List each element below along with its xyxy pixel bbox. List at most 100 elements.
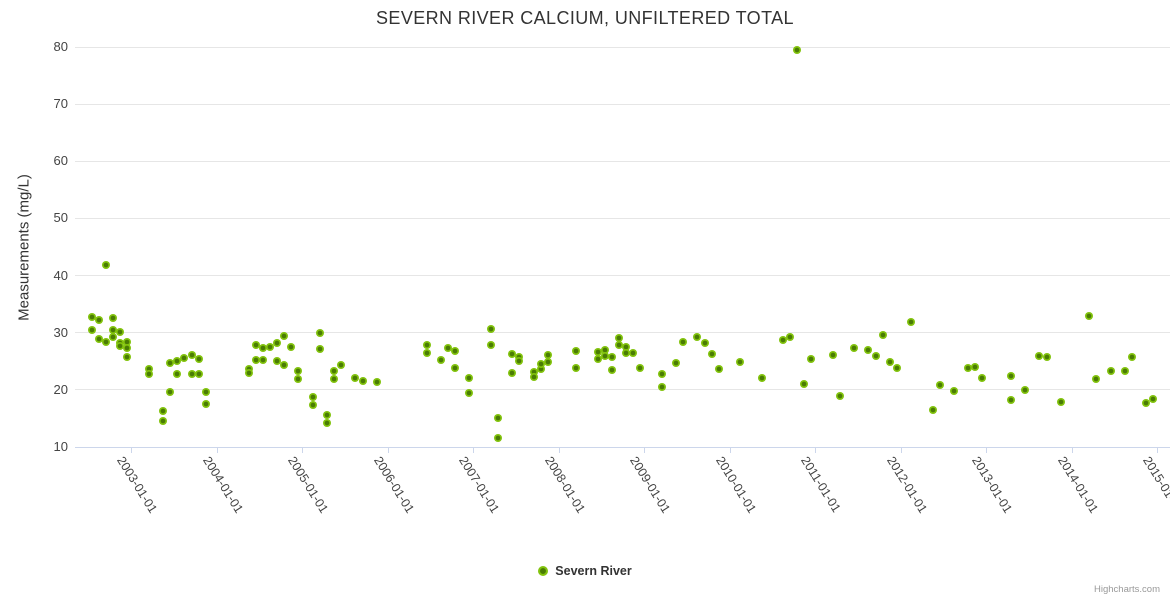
data-point[interactable] [308,392,317,401]
data-point[interactable] [978,373,987,382]
legend-item-severn-river[interactable]: Severn River [0,560,1170,582]
highcharts-credit-link[interactable]: Highcharts.com [1094,584,1160,595]
data-point[interactable] [358,376,367,385]
data-point[interactable] [1149,395,1158,403]
data-point[interactable] [102,260,111,269]
data-point[interactable] [322,411,331,419]
data-point[interactable] [679,337,688,346]
data-point[interactable] [109,326,118,335]
data-point[interactable] [593,355,602,363]
data-point[interactable] [793,45,802,54]
data-point[interactable] [166,359,175,367]
data-point[interactable] [308,400,317,409]
data-point[interactable] [807,355,816,363]
data-point[interactable] [885,357,894,366]
data-point[interactable] [493,433,502,442]
data-point[interactable] [116,342,125,351]
data-point[interactable] [251,355,260,364]
data-point[interactable] [1042,352,1051,361]
data-point[interactable] [87,326,96,335]
data-point[interactable] [693,332,702,341]
data-point[interactable] [337,360,346,369]
data-point[interactable] [1006,371,1015,380]
data-point[interactable] [166,388,175,397]
data-point[interactable] [572,363,581,372]
data-point[interactable] [786,333,795,342]
data-point[interactable] [835,392,844,401]
data-point[interactable] [1120,367,1129,375]
data-point[interactable] [1142,399,1151,407]
data-point[interactable] [465,388,474,397]
data-point[interactable] [144,369,153,378]
data-point[interactable] [757,373,766,382]
data-point[interactable] [871,351,880,360]
data-point[interactable] [657,383,666,391]
data-point[interactable] [629,348,638,357]
data-point[interactable] [508,350,517,359]
data-point[interactable] [593,347,602,356]
data-point[interactable] [94,335,103,343]
data-point[interactable] [273,357,282,366]
data-point[interactable] [465,373,474,382]
data-point[interactable] [116,327,125,336]
data-point[interactable] [700,339,709,347]
data-point[interactable] [828,351,837,359]
data-point[interactable] [294,367,303,375]
data-point[interactable] [123,353,132,362]
data-point[interactable] [622,343,631,351]
data-point[interactable] [422,340,431,349]
data-point[interactable] [907,317,916,326]
data-point[interactable] [444,343,453,352]
data-point[interactable] [600,345,609,354]
data-point[interactable] [736,357,745,366]
data-point[interactable] [287,343,296,351]
data-point[interactable] [315,344,324,353]
data-point[interactable] [451,347,460,355]
data-point[interactable] [878,331,887,339]
data-point[interactable] [1106,367,1115,375]
data-point[interactable] [144,364,153,373]
data-point[interactable] [508,368,517,377]
data-point[interactable] [707,349,716,358]
data-point[interactable] [607,365,616,374]
data-point[interactable] [543,357,552,366]
data-point[interactable] [1006,396,1015,405]
data-point[interactable] [543,351,552,359]
data-point[interactable] [258,355,267,364]
data-point[interactable] [330,367,339,375]
data-point[interactable] [636,363,645,372]
data-point[interactable] [971,363,980,371]
data-point[interactable] [1085,311,1094,320]
data-point[interactable] [1128,352,1137,361]
data-point[interactable] [351,373,360,382]
data-point[interactable] [109,333,118,342]
data-point[interactable] [94,315,103,324]
data-point[interactable] [714,364,723,373]
data-point[interactable] [672,359,681,367]
data-point[interactable] [607,352,616,361]
data-point[interactable] [1035,351,1044,360]
data-point[interactable] [600,351,609,360]
data-point[interactable] [778,335,787,344]
data-point[interactable] [102,337,111,346]
data-point[interactable] [964,363,973,372]
data-point[interactable] [1021,385,1030,394]
data-point[interactable] [949,387,958,395]
data-point[interactable] [486,340,495,349]
data-point[interactable] [486,325,495,334]
data-point[interactable] [451,363,460,372]
data-point[interactable] [194,355,203,363]
data-point[interactable] [201,400,210,409]
data-point[interactable] [109,313,118,322]
data-point[interactable] [187,369,196,378]
data-point[interactable] [194,369,203,378]
data-point[interactable] [159,416,168,425]
data-point[interactable] [173,357,182,366]
data-point[interactable] [622,348,631,357]
data-point[interactable] [892,363,901,372]
data-point[interactable] [280,332,289,341]
data-point[interactable] [529,372,538,381]
data-point[interactable] [159,407,168,415]
data-point[interactable] [315,329,324,338]
data-point[interactable] [572,347,581,355]
